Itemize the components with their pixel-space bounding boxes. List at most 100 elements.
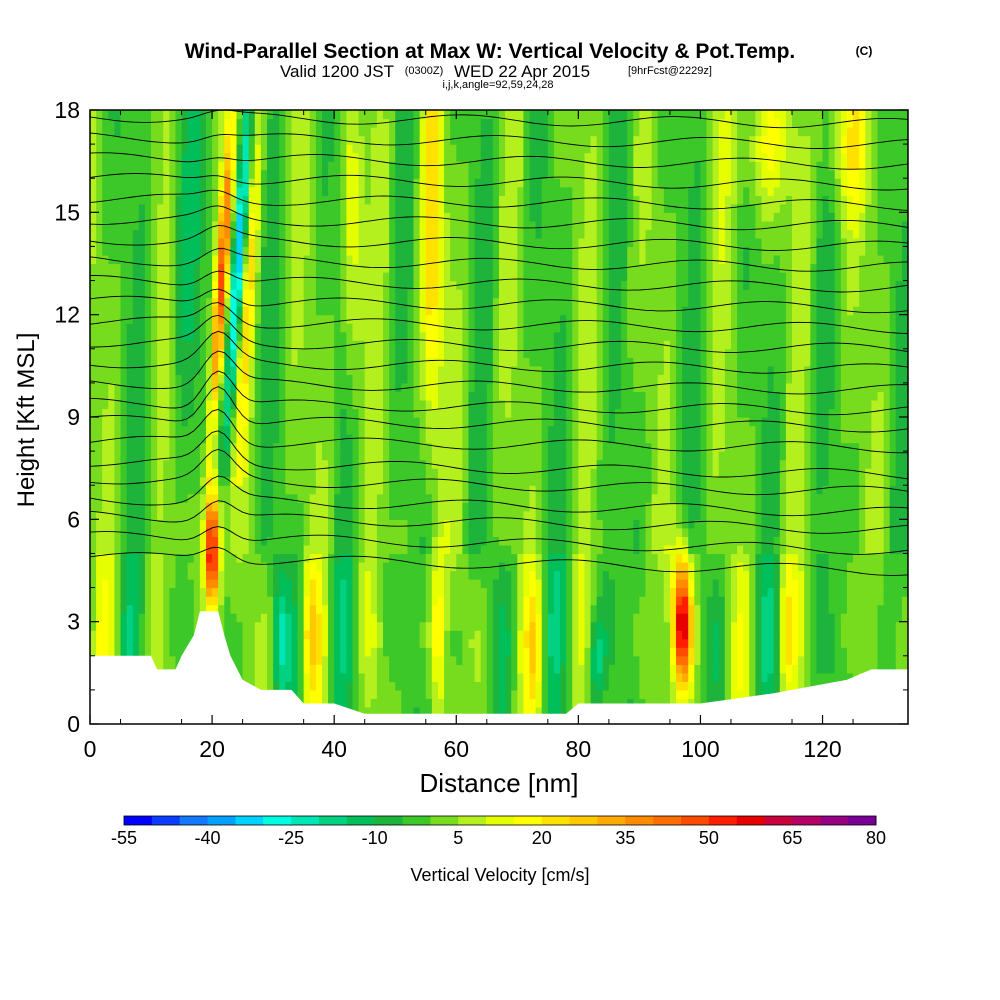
velocity-cell <box>242 493 250 503</box>
velocity-cell <box>90 510 97 520</box>
velocity-cell <box>96 331 103 341</box>
velocity-cell <box>230 638 238 648</box>
velocity-cell <box>486 527 494 537</box>
velocity-cell <box>480 596 488 606</box>
velocity-cell <box>297 434 305 444</box>
velocity-cell <box>431 127 439 137</box>
velocity-cell <box>187 596 195 606</box>
velocity-cell <box>193 451 201 461</box>
velocity-cell <box>419 263 427 273</box>
velocity-cell <box>138 203 146 213</box>
velocity-cell <box>273 135 280 145</box>
velocity-cell <box>358 323 366 333</box>
velocity-cell <box>285 655 293 665</box>
velocity-cell <box>340 579 347 589</box>
velocity-cell <box>96 127 103 137</box>
velocity-cell <box>102 169 109 179</box>
velocity-cell <box>181 306 189 316</box>
velocity-cell <box>205 186 213 196</box>
velocity-cell <box>419 544 427 555</box>
velocity-cell <box>474 135 482 145</box>
velocity-cell <box>401 621 409 631</box>
velocity-cell <box>340 638 347 648</box>
velocity-cell <box>511 587 518 597</box>
velocity-cell <box>492 442 500 452</box>
velocity-cell <box>144 272 152 282</box>
velocity-cell <box>370 579 378 589</box>
velocity-cell <box>480 289 488 299</box>
velocity-cell <box>486 561 494 572</box>
velocity-cell <box>352 348 360 358</box>
velocity-cell <box>175 655 183 665</box>
velocity-cell <box>108 485 116 495</box>
velocity-cell <box>499 195 506 205</box>
velocity-cell <box>248 237 256 248</box>
velocity-cell <box>157 331 164 341</box>
velocity-cell <box>346 493 354 503</box>
velocity-cell <box>102 289 109 299</box>
velocity-cell <box>144 613 152 623</box>
velocity-cell <box>144 289 152 299</box>
velocity-cell <box>431 144 439 154</box>
velocity-cell <box>358 212 366 222</box>
velocity-cell <box>376 451 384 461</box>
velocity-cell <box>401 570 409 580</box>
velocity-cell <box>102 604 109 614</box>
velocity-cell <box>248 254 256 265</box>
velocity-cell <box>419 468 427 478</box>
velocity-cell <box>157 254 164 265</box>
velocity-cell <box>144 331 152 341</box>
velocity-cell <box>157 510 164 520</box>
velocity-cell <box>407 263 415 273</box>
velocity-cell <box>102 382 109 393</box>
velocity-cell <box>407 553 415 563</box>
velocity-cell <box>102 144 109 154</box>
velocity-cell <box>260 536 268 546</box>
velocity-cell <box>486 698 494 708</box>
velocity-cell <box>248 203 256 213</box>
velocity-cell <box>334 272 341 282</box>
velocity-cell <box>389 587 396 597</box>
velocity-cell <box>383 212 390 222</box>
velocity-cell <box>419 613 427 623</box>
velocity-cell <box>389 399 396 410</box>
velocity-cell <box>462 391 470 401</box>
velocity-cell <box>126 647 134 657</box>
velocity-cell <box>151 510 158 520</box>
velocity-cell <box>340 195 347 205</box>
velocity-cell <box>126 399 134 410</box>
velocity-cell <box>321 118 329 128</box>
velocity-cell <box>199 229 207 239</box>
velocity-cell <box>291 161 299 171</box>
velocity-cell <box>340 596 347 606</box>
velocity-cell <box>157 340 164 350</box>
velocity-cell <box>340 246 347 256</box>
velocity-cell <box>242 152 250 162</box>
velocity-cell <box>309 246 317 256</box>
velocity-cell <box>346 297 354 307</box>
velocity-cell <box>321 510 329 520</box>
velocity-cell <box>468 229 476 239</box>
velocity-cell <box>419 681 427 691</box>
velocity-cell <box>407 630 415 640</box>
velocity-cell <box>474 706 482 717</box>
velocity-cell <box>309 417 317 427</box>
velocity-cell <box>230 331 238 341</box>
velocity-cell <box>267 152 274 162</box>
velocity-cell <box>334 254 341 265</box>
velocity-cell <box>419 186 427 196</box>
velocity-cell <box>462 468 470 478</box>
velocity-cell <box>450 127 457 137</box>
velocity-cell <box>474 638 482 648</box>
velocity-cell <box>132 152 140 162</box>
velocity-cell <box>193 417 201 427</box>
velocity-cell <box>328 621 335 631</box>
velocity-cell <box>169 365 177 375</box>
velocity-cell <box>437 110 445 120</box>
velocity-cell <box>468 672 476 682</box>
velocity-cell <box>132 186 140 196</box>
velocity-cell <box>187 621 195 631</box>
velocity-cell <box>254 579 262 589</box>
velocity-cell <box>285 178 293 188</box>
velocity-cell <box>505 408 512 418</box>
